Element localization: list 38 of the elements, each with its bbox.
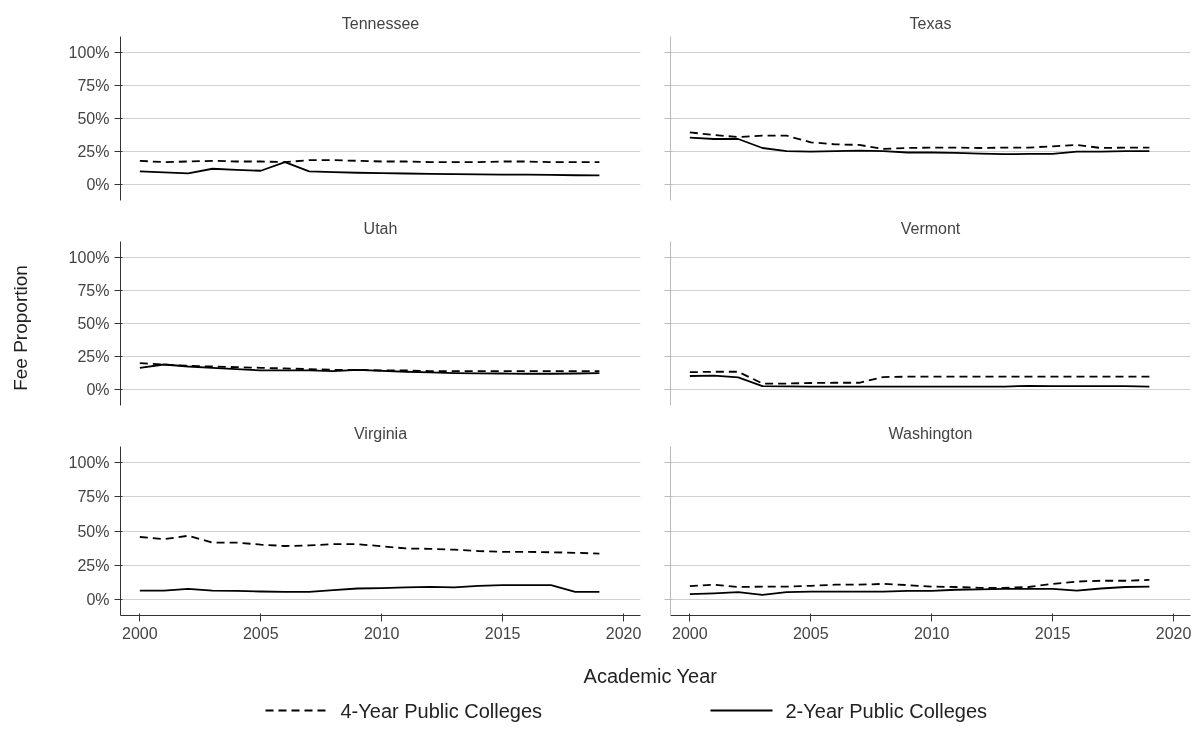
y-tick-label: 100% bbox=[68, 248, 110, 266]
x-tick-label: 2010 bbox=[913, 624, 950, 642]
y-tick-label: 0% bbox=[86, 176, 110, 194]
x-tick-label: 2005 bbox=[242, 624, 279, 642]
chart-title: Tennessee bbox=[341, 14, 420, 32]
x-axis-title: Academic Year bbox=[583, 664, 718, 687]
x-tick-label: 2020 bbox=[1155, 624, 1192, 642]
chart-title: Texas bbox=[909, 14, 952, 32]
y-tick-label: 100% bbox=[68, 454, 110, 472]
y-tick-label: 50% bbox=[77, 315, 110, 332]
chart-title: Utah bbox=[363, 219, 398, 237]
y-axis-title: Fee Proportion bbox=[10, 265, 31, 391]
line-series bbox=[138, 584, 601, 593]
y-tick-label: 50% bbox=[77, 110, 110, 127]
legend-label: 4-Year Public Colleges bbox=[340, 699, 543, 722]
y-tick-label: 0% bbox=[86, 381, 110, 399]
y-tick-label: 75% bbox=[77, 281, 110, 299]
x-tick-label: 2015 bbox=[484, 624, 521, 642]
x-tick-label: 2015 bbox=[1034, 624, 1071, 642]
y-tick-label: 0% bbox=[86, 590, 110, 608]
x-tick-label: 2000 bbox=[122, 624, 158, 642]
x-tick-label: 2005 bbox=[792, 624, 829, 642]
line-series bbox=[138, 161, 601, 177]
chart-title: Washington bbox=[888, 424, 973, 442]
x-tick-label: 2020 bbox=[605, 624, 642, 642]
chart-title: Virginia bbox=[353, 424, 408, 442]
y-tick-label: 25% bbox=[77, 143, 110, 161]
y-tick-label: 25% bbox=[77, 556, 110, 574]
y-tick-label: 50% bbox=[77, 522, 110, 540]
chart-title: Vermont bbox=[900, 219, 961, 237]
y-tick-label: 100% bbox=[68, 43, 110, 61]
y-tick-label: 75% bbox=[77, 76, 110, 94]
line-series bbox=[138, 534, 601, 555]
legend-label: 2-Year Public Colleges bbox=[785, 699, 988, 722]
y-tick-label: 25% bbox=[77, 348, 110, 366]
x-tick-label: 2010 bbox=[363, 624, 400, 642]
x-tick-label: 2000 bbox=[672, 624, 708, 642]
y-tick-label: 75% bbox=[77, 488, 110, 506]
